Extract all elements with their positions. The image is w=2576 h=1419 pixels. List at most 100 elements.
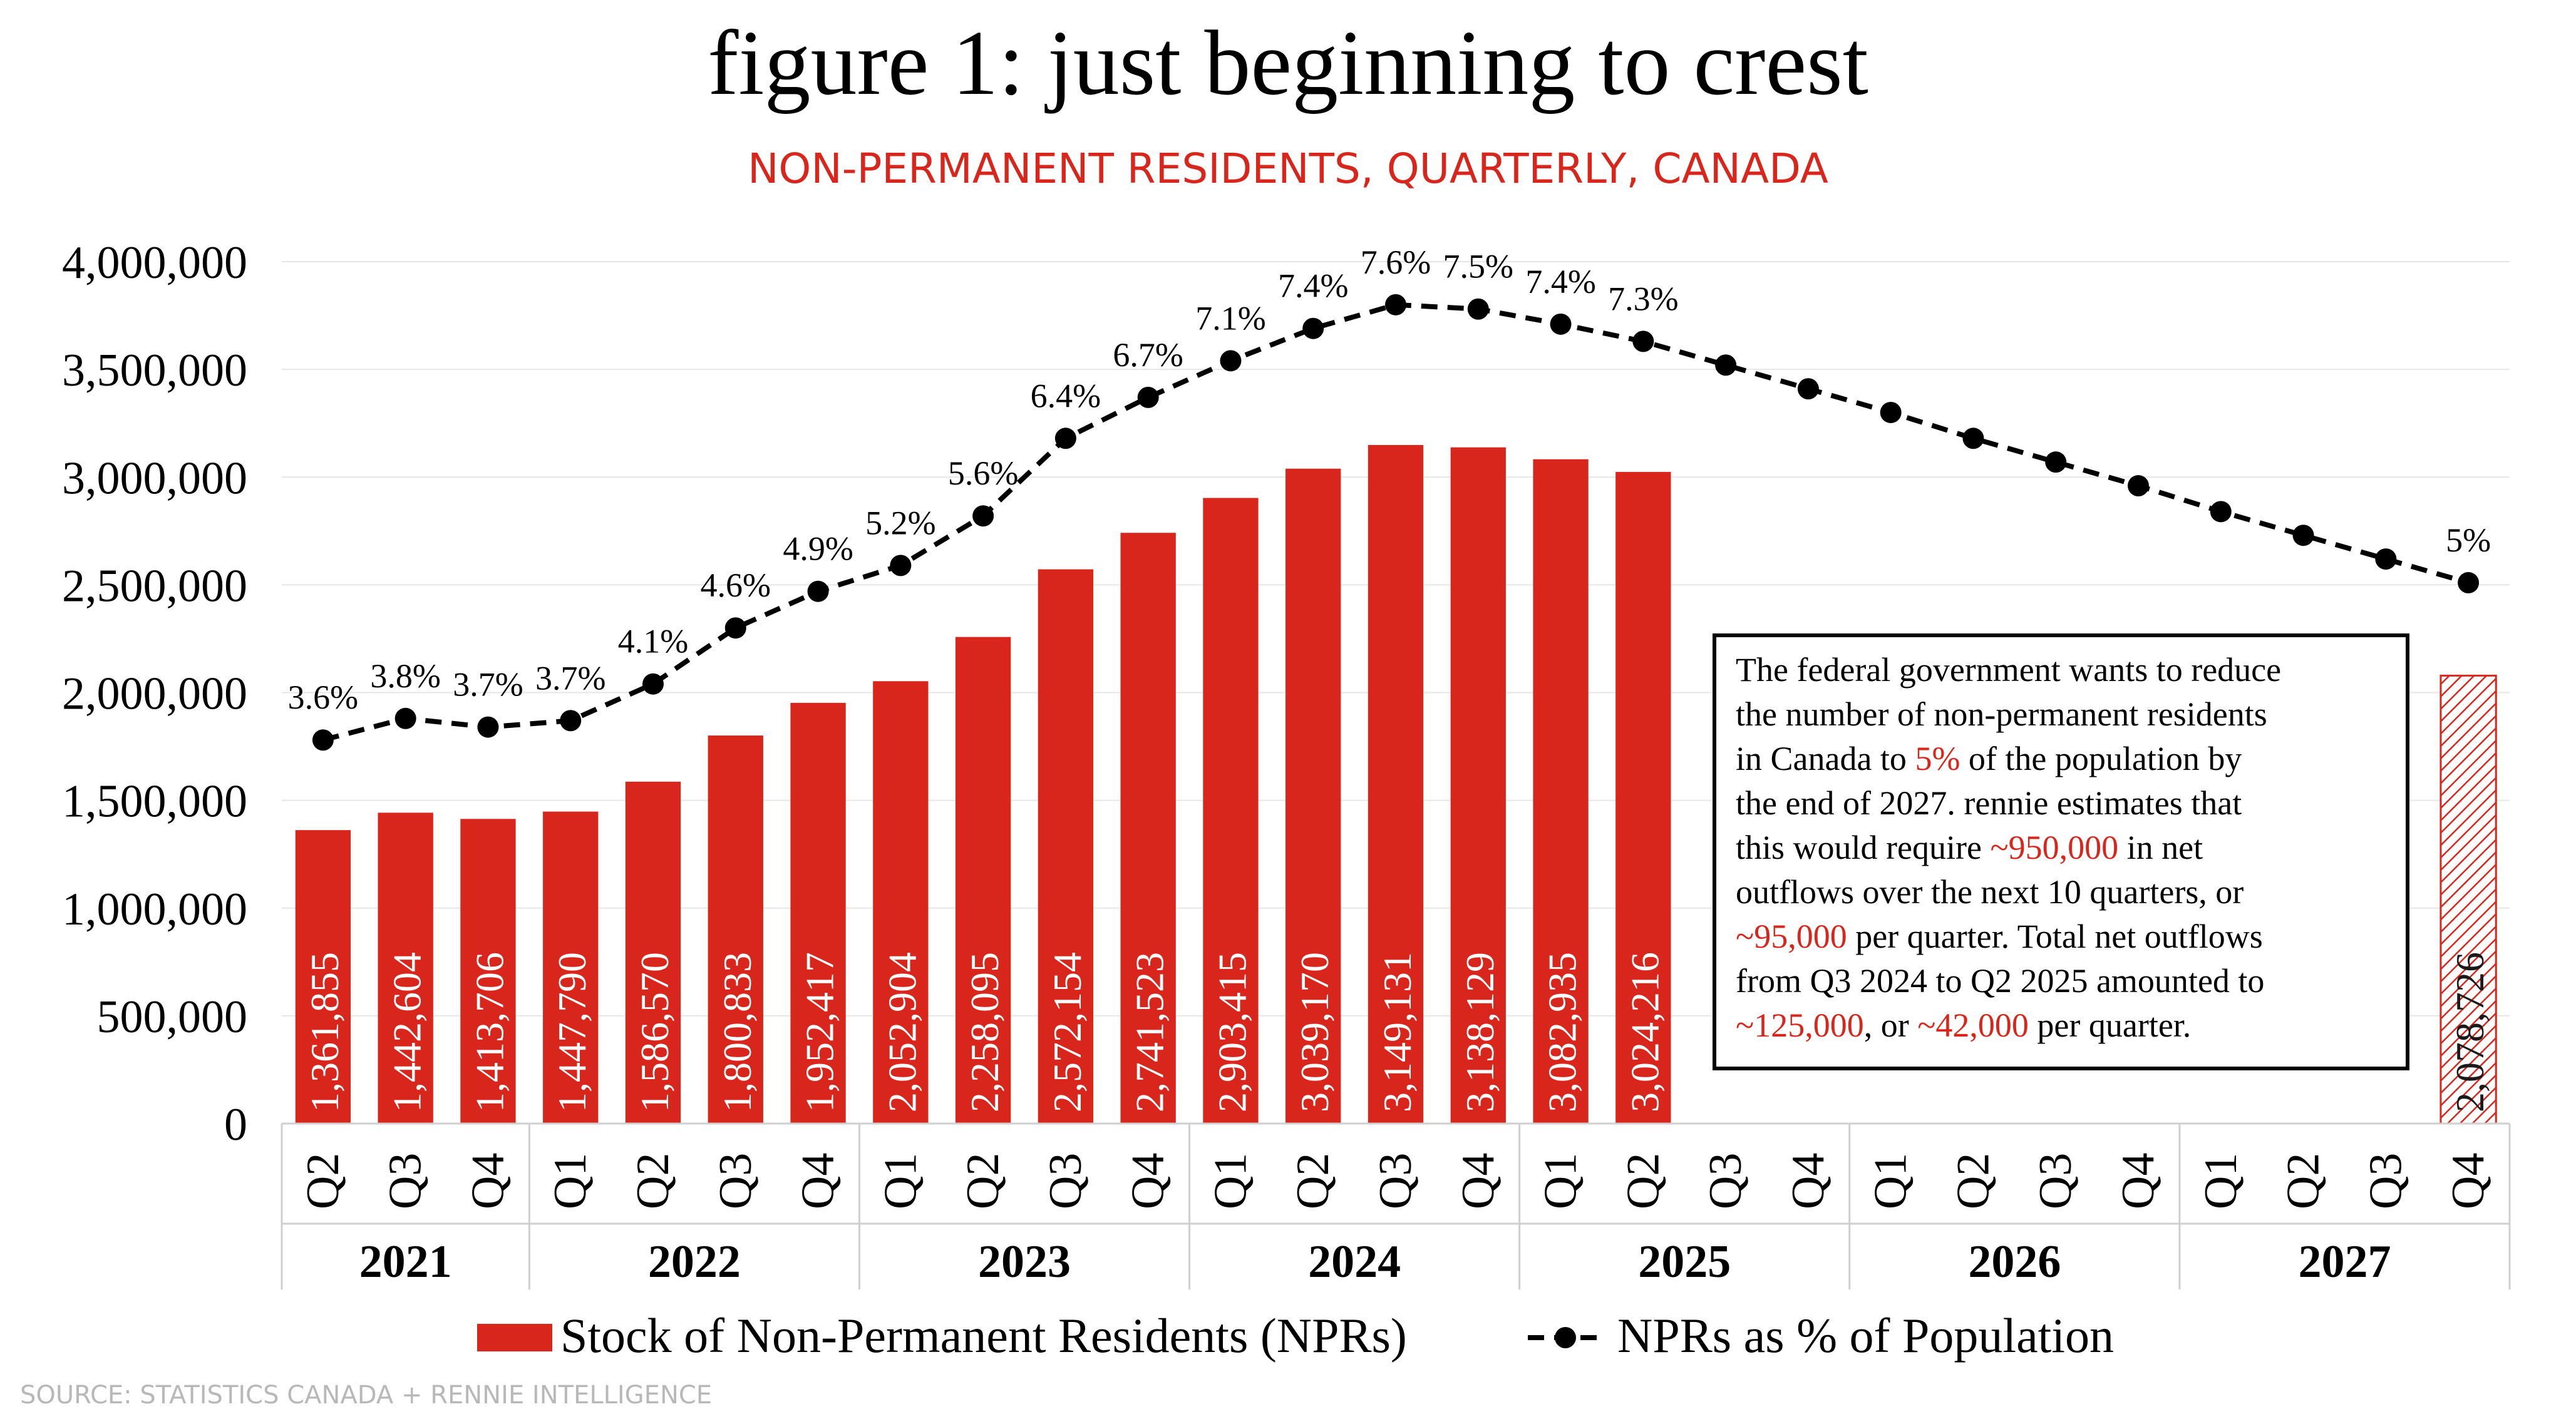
percent-marker xyxy=(1220,350,1242,372)
y-axis: 0 500,000 1,000,000 1,500,000 2,000,000 2,500… xyxy=(62,237,247,1150)
bar-value-label: 3,024,216 xyxy=(1622,952,1667,1112)
annotation-highlight: 5% xyxy=(1915,740,1960,777)
bar xyxy=(625,781,681,1124)
legend: Stock of Non-Permanent Residents (NPRs) … xyxy=(477,1308,2114,1363)
bar xyxy=(955,637,1011,1124)
quarter-tick-label: Q3 xyxy=(2360,1153,2411,1209)
chart-subtitle: NON-PERMANENT RESIDENTS, QUARTERLY, CANA… xyxy=(748,145,1828,193)
bar-value-label: 1,442,604 xyxy=(385,952,430,1112)
percent-marker xyxy=(1385,294,1406,315)
y-tick-label: 3,000,000 xyxy=(62,453,247,504)
percent-label: 5.6% xyxy=(948,454,1018,492)
bar xyxy=(1285,468,1341,1124)
percent-marker xyxy=(642,673,664,695)
annotation-line: the number of non-permanent residents xyxy=(1736,695,2267,733)
annotation-line: the end of 2027. rennie estimates that xyxy=(1736,784,2242,822)
percent-marker xyxy=(1797,378,1819,400)
annotation-line: ~125,000, or ~42,000 per quarter. xyxy=(1736,1007,2191,1044)
percent-label: 7.6% xyxy=(1361,243,1431,281)
bar-value-label: 1,361,855 xyxy=(302,952,347,1112)
year-label: 2026 xyxy=(1968,1236,2061,1288)
quarter-tick-label: Q1 xyxy=(1205,1153,1256,1209)
percent-marker xyxy=(972,505,994,527)
percent-marker xyxy=(1467,298,1489,320)
percent-label: 6.7% xyxy=(1113,336,1183,374)
year-label: 2027 xyxy=(2298,1236,2391,1288)
annotation-segment: outflows over the next 10 quarters, or xyxy=(1736,873,2244,911)
bar xyxy=(1368,444,1424,1124)
percent-marker xyxy=(2045,451,2067,473)
x-axis: Q2 Q3 Q4 Q1 Q2 Q3 Q4 Q1 Q2 Q3 Q4 Q1 Q2 Q3 Q4 Q1 Q2 Q3 Q4 Q1… xyxy=(281,1122,2511,1289)
legend-bar-swatch xyxy=(477,1324,552,1351)
percent-marker xyxy=(560,710,582,732)
annotation-segment: The federal government wants to reduce xyxy=(1736,651,2281,689)
bar-value-label: 3,082,935 xyxy=(1540,952,1585,1112)
quarter-tick-label: Q4 xyxy=(2443,1153,2494,1209)
quarter-tick-label: Q2 xyxy=(1617,1153,1669,1209)
annotation-segment: in net xyxy=(2118,829,2203,866)
bar xyxy=(708,735,763,1124)
bar-value-label: 2,741,523 xyxy=(1128,952,1172,1112)
percent-label: 3.8% xyxy=(370,657,440,695)
quarter-tick-label: Q2 xyxy=(957,1153,1009,1209)
percent-marker xyxy=(1715,354,1737,376)
quarter-tick-label: Q1 xyxy=(545,1153,596,1209)
projected-bar-value-label: 2,078,726 xyxy=(2448,952,2492,1112)
quarter-tick-label: Q1 xyxy=(875,1153,926,1209)
annotation-segment: per quarter. xyxy=(2029,1007,2191,1044)
quarter-tick-label: Q3 xyxy=(1700,1153,1751,1209)
bar xyxy=(295,830,351,1124)
percent-marker xyxy=(477,716,499,738)
bar xyxy=(460,819,516,1124)
chart-title: figure 1: just beginning to crest xyxy=(708,12,1868,115)
annotation-line: from Q3 2024 to Q2 2025 amounted to xyxy=(1736,962,2264,1000)
percent-marker xyxy=(1550,313,1572,335)
percent-marker xyxy=(394,707,416,729)
y-tick-label: 1,000,000 xyxy=(62,884,247,935)
quarter-tick-label: Q4 xyxy=(2113,1153,2164,1209)
year-label: 2024 xyxy=(1308,1236,1401,1288)
annotation-highlight: ~950,000 xyxy=(1990,829,2118,866)
quarter-tick-label: Q2 xyxy=(627,1153,679,1209)
year-label: 2021 xyxy=(359,1236,452,1288)
bar xyxy=(1450,447,1506,1124)
year-label: 2022 xyxy=(648,1236,741,1288)
bar-value-label: 1,413,706 xyxy=(467,952,512,1112)
quarter-tick-label: Q2 xyxy=(1287,1153,1339,1209)
bar xyxy=(1120,533,1176,1124)
percent-label: 7.5% xyxy=(1443,248,1513,285)
annotation-line: this would require ~950,000 in net xyxy=(1736,829,2203,866)
percent-label: 4.6% xyxy=(701,566,771,604)
annotation-segment: this would require xyxy=(1736,829,1990,866)
quarter-tick-label: Q4 xyxy=(462,1153,513,1209)
quarter-tick-label: Q2 xyxy=(1947,1153,1999,1209)
year-label: 2023 xyxy=(978,1236,1071,1288)
annotation-highlight: ~125,000 xyxy=(1736,1007,1864,1044)
annotation-segment: in Canada to xyxy=(1736,740,1915,777)
annotation-text: The federal government wants to reduce th… xyxy=(1736,651,2281,1044)
y-tick-label: 500,000 xyxy=(97,991,248,1043)
y-tick-label: 0 xyxy=(224,1099,247,1150)
quarter-tick-label: Q1 xyxy=(1865,1153,1917,1209)
bar-value-label: 2,903,415 xyxy=(1210,952,1254,1112)
annotation-highlight: ~42,000 xyxy=(1917,1007,2029,1044)
quarter-tick-label: Q4 xyxy=(1453,1153,1504,1209)
percent-marker xyxy=(312,729,334,751)
percent-marker xyxy=(1054,428,1076,449)
annotation-line: The federal government wants to reduce xyxy=(1736,651,2281,689)
bar xyxy=(1615,471,1671,1124)
bar xyxy=(790,702,846,1124)
bar xyxy=(1533,459,1589,1124)
projected-bar xyxy=(2439,674,2497,1125)
quarter-tick-label: Q1 xyxy=(1535,1153,1587,1209)
bar-value-label: 1,586,570 xyxy=(632,952,677,1112)
bar-value-label: 2,258,095 xyxy=(962,952,1007,1112)
percent-label: 7.3% xyxy=(1608,280,1678,317)
percent-label: 3.7% xyxy=(453,666,523,704)
quarter-tick-label: Q3 xyxy=(710,1153,761,1209)
bar xyxy=(1038,569,1094,1124)
line-layer: 3.6% 3.8% 3.7% 3.7% 4.1% 4.6% 4.9% 5.2% 5.6% 6.4%… xyxy=(288,243,2491,751)
bar xyxy=(378,812,433,1124)
percent-label: 7.4% xyxy=(1525,263,1595,300)
